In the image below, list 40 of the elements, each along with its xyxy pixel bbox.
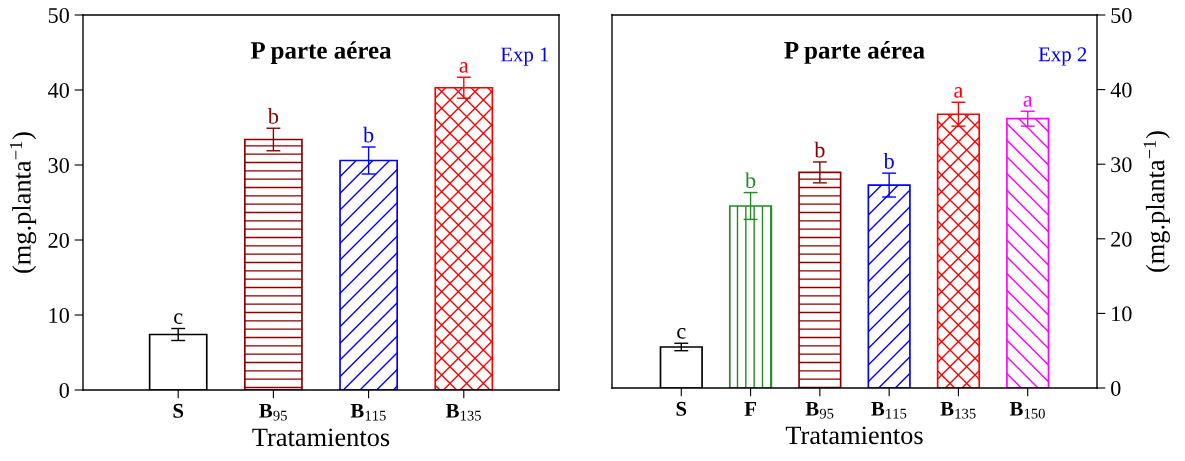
annotation: b: [883, 153, 894, 169]
annotation: a: [954, 87, 964, 98]
annotation: a: [1023, 96, 1033, 107]
annotation: b: [363, 126, 374, 143]
x-tick-label: B$_{135}$: [940, 401, 976, 419]
y-axis-title: (mg.planta$^{−1}$): [9, 132, 37, 273]
x-tick-label: B$_{150}$: [1009, 401, 1045, 419]
y-tick-label: 10: [49, 307, 69, 323]
text: P parte aérea: [784, 41, 925, 64]
x-tick-label: B$_{115}$: [350, 403, 386, 421]
annotation: b: [814, 141, 825, 158]
y-tick-label: 40: [48, 82, 69, 98]
annotation: Exp 1: [500, 47, 549, 66]
annotation: c: [677, 328, 686, 339]
y-tick-label: 0: [1111, 380, 1121, 396]
text: P parte aérea: [250, 41, 392, 64]
x-axis-title: Tratamientos: [252, 428, 390, 447]
y-tick-label: 30: [1111, 157, 1132, 173]
x-tick-label: B$_{95}$: [805, 401, 834, 419]
annotation: a: [459, 62, 469, 73]
annotation: c: [174, 313, 183, 324]
y-tick-label: 10: [1112, 306, 1132, 322]
y-tick-label: 0: [59, 382, 69, 398]
y-tick-label: 50: [48, 7, 69, 23]
x-tick-label: F: [744, 402, 756, 416]
x-tick-label: S: [173, 403, 184, 418]
y-tick-label: 40: [1110, 82, 1132, 98]
x-tick-label: B$_{115}$: [871, 401, 907, 419]
x-tick-label: B$_{95}$: [259, 403, 287, 421]
x-tick-label: S: [676, 401, 687, 416]
annotation: b: [267, 108, 279, 124]
x-tick-label: B$_{135}$: [445, 403, 481, 421]
x-axis-title: Tratamientos: [785, 426, 923, 445]
annotation: b: [745, 172, 756, 189]
y-axis-title: (mg.planta$^{−1}$): [1143, 131, 1170, 272]
y-tick-label: 20: [48, 232, 69, 248]
y-tick-label: 30: [48, 157, 69, 173]
annotation: Exp 2: [1038, 47, 1087, 66]
y-tick-label: 50: [1111, 7, 1132, 23]
y-tick-label: 20: [1111, 231, 1132, 247]
